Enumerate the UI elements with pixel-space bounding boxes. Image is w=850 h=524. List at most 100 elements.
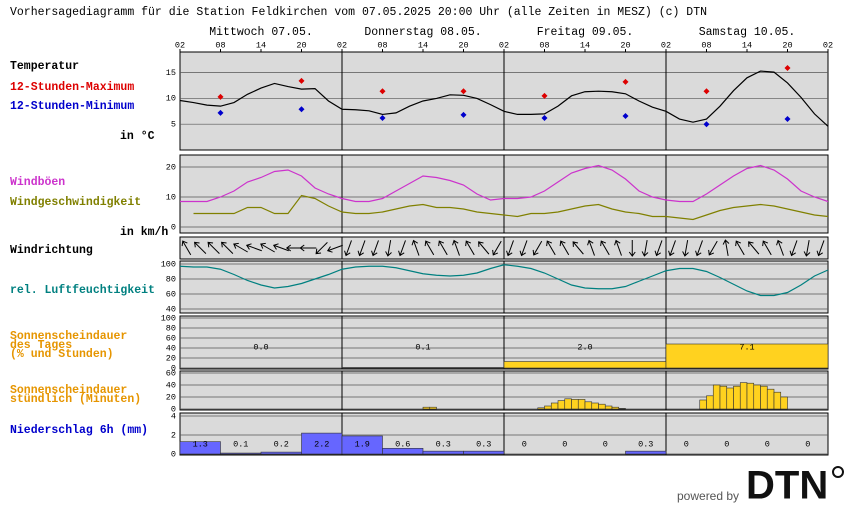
wind-arrow xyxy=(816,240,825,257)
extreme-marker xyxy=(541,92,548,99)
y-tick-label: 60 xyxy=(166,333,176,343)
bar xyxy=(260,451,302,455)
bar xyxy=(726,387,734,410)
series-line xyxy=(179,70,829,127)
value-label: 0.3 xyxy=(436,439,451,449)
day-label: Mittwoch 07.05. xyxy=(209,26,313,39)
value-label: 0.3 xyxy=(638,439,653,449)
wind-arrow xyxy=(465,240,475,256)
extreme-marker xyxy=(784,116,791,123)
hour-label: 14 xyxy=(256,40,266,50)
panel-label: in km/h xyxy=(120,226,168,239)
y-tick-label: 40 xyxy=(166,304,176,314)
wind-arrow xyxy=(682,240,689,257)
bar xyxy=(537,407,545,410)
y-tick-label: 80 xyxy=(166,323,176,333)
bar xyxy=(550,402,559,410)
value-label: 0 xyxy=(724,439,729,449)
value-label: 0 xyxy=(805,439,810,449)
powered-by: powered by xyxy=(677,489,739,503)
panel-label: Windböen xyxy=(10,176,65,189)
wind-arrow xyxy=(735,240,745,256)
bar xyxy=(604,405,613,410)
wind-arrow xyxy=(506,240,514,257)
wind-arrow xyxy=(532,240,543,256)
wind-arrow xyxy=(207,241,220,255)
y-tick-label: 20 xyxy=(166,162,176,172)
series-line xyxy=(180,164,829,203)
bar xyxy=(699,399,707,410)
y-tick-label: 10 xyxy=(166,192,176,202)
y-tick-label: 60 xyxy=(166,289,176,299)
wind-arrow xyxy=(221,241,234,255)
extreme-marker xyxy=(460,111,467,118)
hour-label: 02 xyxy=(661,40,671,50)
panel-label: rel. Luftfeuchtigkeit xyxy=(10,284,155,297)
bar xyxy=(780,396,788,410)
extreme-marker xyxy=(379,88,386,95)
wind-arrow xyxy=(559,240,570,256)
extreme-marker xyxy=(703,88,710,95)
panel-label: stündlich (Minuten) xyxy=(10,393,141,406)
series-line xyxy=(193,194,829,221)
value-label: 0.2 xyxy=(274,439,289,449)
hour-label: 14 xyxy=(742,40,752,50)
y-tick-label: 80 xyxy=(166,274,176,284)
bar xyxy=(739,382,748,410)
day-label: Freitag 09.05. xyxy=(537,26,634,39)
bar xyxy=(422,450,464,455)
bar xyxy=(611,406,620,410)
value-label: 2.2 xyxy=(314,439,329,449)
extreme-marker xyxy=(622,78,629,85)
wind-arrow xyxy=(546,240,556,256)
bar xyxy=(179,441,221,455)
y-tick-label: 40 xyxy=(166,343,176,353)
wind-arrow xyxy=(492,240,502,256)
panel-label: Sonnenscheindauer xyxy=(10,384,127,397)
wind-arrow xyxy=(371,240,379,257)
y-tick-label: 0 xyxy=(171,363,176,373)
extreme-marker xyxy=(541,115,548,122)
value-label: 1.9 xyxy=(355,439,370,449)
wind-arrow xyxy=(181,240,192,256)
panel-label: Windrichtung xyxy=(10,244,93,257)
hour-label: 20 xyxy=(782,40,792,50)
bar xyxy=(591,402,599,410)
wind-arrow xyxy=(572,241,584,255)
value-label: 0.0 xyxy=(253,342,268,352)
bar xyxy=(341,435,383,455)
bar xyxy=(746,382,755,410)
wind-arrow xyxy=(478,241,490,255)
bar xyxy=(625,450,667,455)
hour-label: 20 xyxy=(296,40,306,50)
bar xyxy=(766,388,775,410)
wind-arrow xyxy=(357,240,366,257)
bar xyxy=(733,385,741,410)
wind-arrow xyxy=(194,241,207,255)
bar xyxy=(220,452,262,455)
day-label: Samstag 10.05. xyxy=(699,26,796,39)
value-label: 0.1 xyxy=(233,439,248,449)
bar xyxy=(564,398,572,410)
hour-label: 02 xyxy=(499,40,509,50)
bar xyxy=(422,406,431,410)
title: Vorhersagediagramm für die Station Feldk… xyxy=(10,6,707,19)
wind-arrow xyxy=(654,240,663,257)
value-label: 0 xyxy=(765,439,770,449)
wind-arrow xyxy=(272,243,289,252)
bar xyxy=(584,401,593,410)
hour-label: 08 xyxy=(215,40,225,50)
value-label: 0 xyxy=(562,439,567,449)
y-tick-label: 4 xyxy=(171,411,176,421)
series-line xyxy=(179,264,829,297)
panel-label: des Tages xyxy=(10,339,72,352)
bar xyxy=(753,384,761,410)
panel-label: (% und Stunden) xyxy=(10,348,114,361)
extreme-marker xyxy=(784,64,791,71)
hour-label: 14 xyxy=(580,40,590,50)
bar xyxy=(773,391,782,410)
y-tick-label: 0 xyxy=(171,222,176,232)
y-tick-label: 5 xyxy=(171,119,176,129)
wind-arrow xyxy=(708,240,718,256)
wind-arrow xyxy=(641,240,649,257)
